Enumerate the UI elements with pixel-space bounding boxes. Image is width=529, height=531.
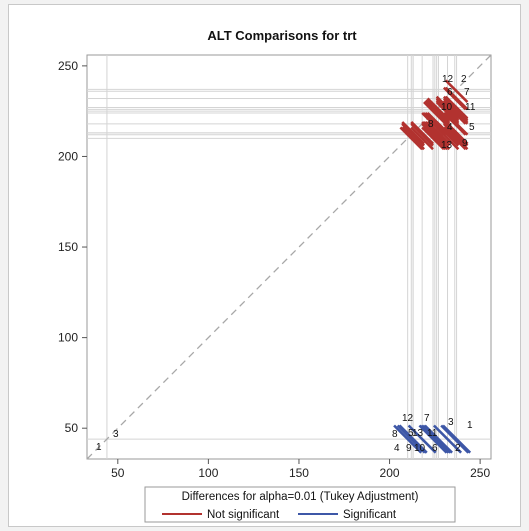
- level-label-1: 1: [96, 442, 102, 453]
- level-label-5: 5: [469, 122, 475, 133]
- y-tick-label: 200: [58, 149, 78, 163]
- level-label-8: 8: [428, 119, 434, 130]
- level-label-8: 8: [392, 429, 398, 440]
- level-label-13: 13: [441, 140, 453, 151]
- level-label-6: 6: [447, 87, 453, 98]
- x-tick-label: 100: [198, 466, 218, 480]
- x-tick-label: 200: [380, 466, 400, 480]
- x-tick-label: 150: [289, 466, 309, 480]
- level-label-7: 7: [464, 87, 470, 98]
- legend-title: Differences for alpha=0.01 (Tukey Adjust…: [182, 491, 419, 503]
- level-label-10: 10: [441, 102, 453, 113]
- level-label-3: 3: [448, 417, 454, 428]
- x-tick-label: 50: [111, 466, 125, 480]
- legend-label-significant: Significant: [343, 509, 397, 521]
- level-label-7: 7: [424, 413, 430, 424]
- level-label-2: 2: [455, 443, 461, 454]
- y-tick-label: 250: [58, 59, 78, 73]
- y-tick-label: 100: [58, 331, 78, 345]
- level-label-12: 12: [402, 413, 414, 424]
- level-label-12: 12: [442, 74, 454, 85]
- level-label-4: 4: [447, 122, 453, 133]
- legend-label-not-significant: Not significant: [207, 509, 280, 521]
- level-label-13: 13: [412, 428, 424, 439]
- y-tick-label: 150: [58, 240, 78, 254]
- level-label-2: 2: [461, 74, 467, 85]
- level-label-11: 11: [427, 428, 438, 439]
- level-label-6: 6: [432, 443, 438, 454]
- level-label-3: 3: [113, 429, 119, 440]
- level-label-1: 1: [467, 420, 473, 431]
- level-label-10: 10: [414, 443, 426, 454]
- level-label-9: 9: [406, 443, 412, 454]
- level-label-11: 11: [465, 102, 476, 113]
- chart-title: ALT Comparisons for trt: [207, 28, 357, 43]
- y-tick-label: 50: [65, 421, 79, 435]
- level-label-9: 9: [462, 138, 468, 149]
- x-tick-label: 250: [470, 466, 490, 480]
- level-label-4: 4: [394, 443, 400, 454]
